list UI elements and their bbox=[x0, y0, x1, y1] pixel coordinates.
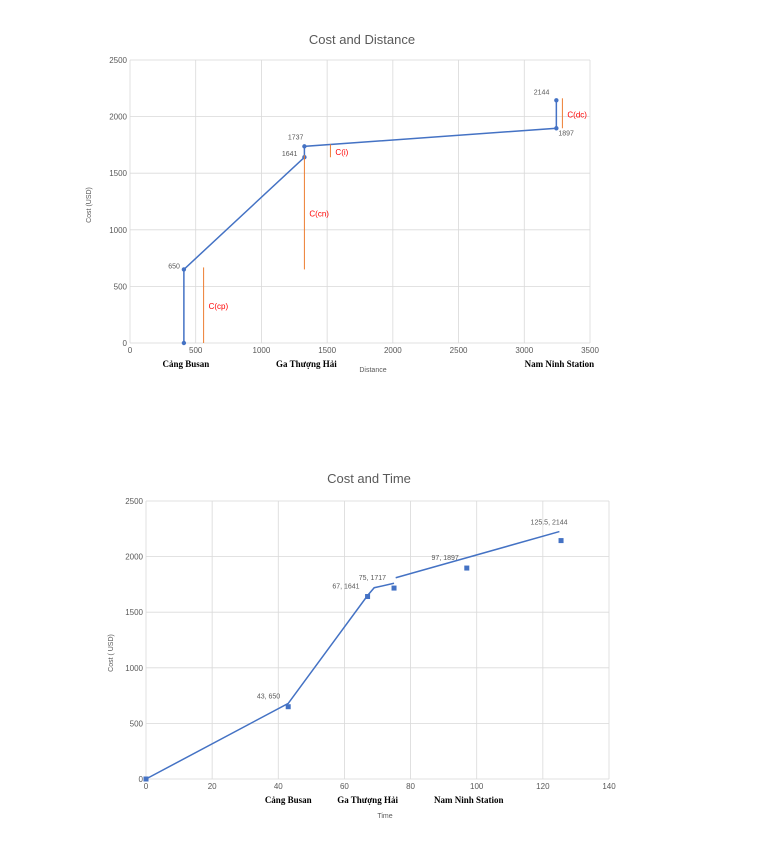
chart1-data-label: 2144 bbox=[534, 89, 550, 96]
chart2-data-point bbox=[365, 594, 371, 600]
chart1-data-point bbox=[181, 340, 187, 346]
chart2-data-point bbox=[391, 585, 397, 591]
chart2-data-label: 43, 650 bbox=[257, 694, 280, 701]
chart2-x-tick-label: 20 bbox=[208, 782, 217, 791]
chart1-x-tick-label: 1000 bbox=[253, 346, 271, 355]
chart1-cost-label: C(cn) bbox=[309, 209, 329, 218]
chart1-data-label: 1737 bbox=[288, 134, 304, 141]
chart1-y-tick-label: 1000 bbox=[109, 226, 127, 235]
chart1-y-tick-label: 1500 bbox=[109, 169, 127, 178]
chart-cost-distance: Cost and Distance Cost (USD) Distance 0 5… bbox=[86, 32, 599, 374]
chart2-y-tick-label: 500 bbox=[130, 719, 144, 728]
chart2-place-label: Cảng Busan bbox=[265, 795, 312, 805]
chart1-x-tick-label: 3000 bbox=[515, 346, 533, 355]
chart2-trend-line bbox=[145, 582, 395, 780]
chart1-x-axis-title: Distance bbox=[359, 367, 386, 374]
chart1-data-point bbox=[554, 126, 559, 131]
chart1-place-label: Ga Thượng Hải bbox=[276, 359, 337, 369]
chart1-x-tick-label: 0 bbox=[128, 346, 133, 355]
chart1-y-tick-label: 0 bbox=[123, 339, 128, 348]
chart1-y-axis-title: Cost (USD) bbox=[86, 187, 93, 223]
chart1-series-line bbox=[183, 100, 558, 343]
chart1-data-label: 650 bbox=[168, 263, 180, 270]
chart1-cost-label: C(dc) bbox=[567, 110, 587, 119]
chart1-x-tick-label: 500 bbox=[189, 346, 203, 355]
chart2-x-tick-label: 0 bbox=[144, 782, 149, 791]
chart2-y-tick-label: 1000 bbox=[125, 664, 143, 673]
chart2-x-tick-label: 120 bbox=[536, 782, 550, 791]
chart2-data-label: 125.5, 2144 bbox=[531, 520, 568, 527]
chart1-y-tick-label: 2500 bbox=[109, 56, 127, 65]
chart2-data-point bbox=[285, 704, 291, 710]
chart2-y-tick-label: 0 bbox=[139, 775, 144, 784]
chart2-data-point bbox=[464, 565, 470, 571]
chart2-x-tick-label: 60 bbox=[340, 782, 349, 791]
chart-cost-time: Cost and Time Cost ( USD) Time 0 20 40 60 80… bbox=[108, 471, 616, 820]
chart1-x-tick-label: 2500 bbox=[450, 346, 468, 355]
chart1-x-tick-label: 2000 bbox=[384, 346, 402, 355]
chart2-x-tick-label: 140 bbox=[602, 782, 616, 791]
chart1-title: Cost and Distance bbox=[309, 32, 415, 47]
chart1-data-point bbox=[181, 267, 187, 272]
chart1-x-tick-label: 1500 bbox=[318, 346, 336, 355]
chart1-data-point bbox=[554, 98, 559, 103]
chart2-x-tick-label: 80 bbox=[406, 782, 415, 791]
chart1-cost-label: C(i) bbox=[335, 148, 348, 157]
chart2-y-tick-label: 2000 bbox=[125, 553, 143, 562]
chart2-x-axis-title: Time bbox=[377, 813, 392, 820]
chart1-x-tick-label: 3500 bbox=[581, 346, 599, 355]
chart2-y-tick-label: 1500 bbox=[125, 608, 143, 617]
chart1-cost-label: C(cp) bbox=[209, 302, 229, 311]
chart1-y-tick-label: 2000 bbox=[109, 113, 127, 122]
chart2-data-label: 75, 1717 bbox=[359, 575, 386, 582]
chart2-trend-line bbox=[395, 530, 560, 579]
chart1-data-label: 1897 bbox=[558, 130, 574, 137]
chart2-place-label: Nam Ninh Station bbox=[434, 795, 504, 805]
chart2-data-point bbox=[558, 538, 564, 544]
chart2-data-point bbox=[143, 776, 149, 782]
chart1-place-label: Cảng Busan bbox=[162, 359, 209, 369]
chart2-x-tick-label: 100 bbox=[470, 782, 484, 791]
chart1-place-label: Nam Ninh Station bbox=[525, 359, 595, 369]
chart2-x-tick-label: 40 bbox=[274, 782, 283, 791]
chart2-data-label: 97, 1897 bbox=[432, 555, 459, 562]
chart2-data-label: 67, 1641 bbox=[332, 584, 359, 591]
chart2-place-label: Ga Thượng Hải bbox=[337, 795, 398, 805]
chart2-y-axis-title: Cost ( USD) bbox=[108, 634, 115, 672]
chart1-data-label: 1641 bbox=[282, 151, 298, 158]
chart2-title: Cost and Time bbox=[327, 471, 411, 486]
chart2-y-tick-label: 2500 bbox=[125, 497, 143, 506]
chart1-data-point bbox=[302, 144, 307, 149]
chart1-y-tick-label: 500 bbox=[114, 282, 128, 291]
